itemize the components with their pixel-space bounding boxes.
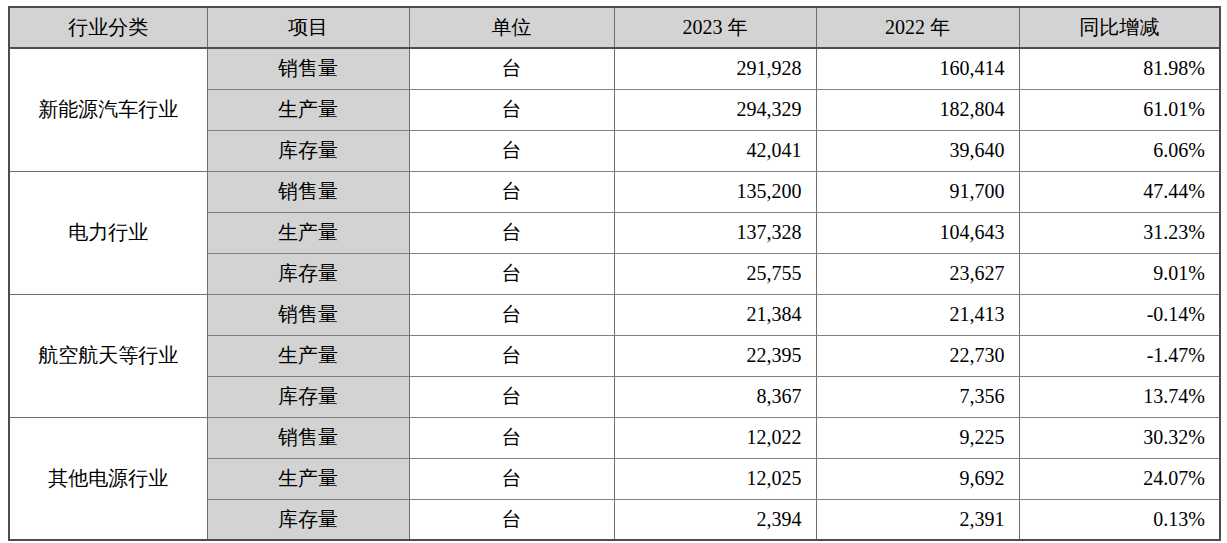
item-label: 库存量 (207, 499, 409, 540)
header-2022: 2022 年 (816, 7, 1019, 48)
value-yoy: 47.44% (1019, 171, 1220, 212)
unit-value: 台 (409, 499, 614, 540)
value-yoy: -1.47% (1019, 335, 1220, 376)
table-row: 航空航天等行业 销售量 台 21,384 21,413 -0.14% (9, 294, 1220, 335)
value-2022: 160,414 (816, 48, 1019, 89)
value-2023: 2,394 (614, 499, 816, 540)
value-yoy: 0.13% (1019, 499, 1220, 540)
item-label: 销售量 (207, 417, 409, 458)
industry-name: 新能源汽车行业 (9, 48, 207, 171)
value-2022: 182,804 (816, 89, 1019, 130)
unit-value: 台 (409, 171, 614, 212)
value-yoy: 9.01% (1019, 253, 1220, 294)
item-label: 销售量 (207, 171, 409, 212)
item-label: 销售量 (207, 48, 409, 89)
item-label: 生产量 (207, 335, 409, 376)
unit-value: 台 (409, 376, 614, 417)
unit-value: 台 (409, 253, 614, 294)
industry-name: 其他电源行业 (9, 417, 207, 540)
value-2022: 7,356 (816, 376, 1019, 417)
table-row: 电力行业 销售量 台 135,200 91,700 47.44% (9, 171, 1220, 212)
header-unit: 单位 (409, 7, 614, 48)
unit-value: 台 (409, 335, 614, 376)
industry-name: 航空航天等行业 (9, 294, 207, 417)
value-2022: 9,692 (816, 458, 1019, 499)
unit-value: 台 (409, 294, 614, 335)
report-page: 行业分类 项目 单位 2023 年 2022 年 同比增减 新能源汽车行业 销售… (0, 0, 1227, 543)
header-industry: 行业分类 (9, 7, 207, 48)
value-2022: 104,643 (816, 212, 1019, 253)
value-2023: 8,367 (614, 376, 816, 417)
value-2022: 23,627 (816, 253, 1019, 294)
item-label: 销售量 (207, 294, 409, 335)
value-2023: 42,041 (614, 130, 816, 171)
unit-value: 台 (409, 212, 614, 253)
value-2022: 2,391 (816, 499, 1019, 540)
value-yoy: 24.07% (1019, 458, 1220, 499)
value-2022: 22,730 (816, 335, 1019, 376)
unit-value: 台 (409, 458, 614, 499)
value-2023: 12,025 (614, 458, 816, 499)
value-yoy: 13.74% (1019, 376, 1220, 417)
header-item: 项目 (207, 7, 409, 48)
table-header-row: 行业分类 项目 单位 2023 年 2022 年 同比增减 (9, 7, 1220, 48)
value-2023: 12,022 (614, 417, 816, 458)
item-label: 生产量 (207, 89, 409, 130)
header-yoy: 同比增减 (1019, 7, 1220, 48)
item-label: 库存量 (207, 253, 409, 294)
unit-value: 台 (409, 48, 614, 89)
value-2023: 22,395 (614, 335, 816, 376)
value-2023: 291,928 (614, 48, 816, 89)
value-yoy: -0.14% (1019, 294, 1220, 335)
value-yoy: 30.32% (1019, 417, 1220, 458)
industry-production-sales-table: 行业分类 项目 单位 2023 年 2022 年 同比增减 新能源汽车行业 销售… (8, 6, 1221, 541)
value-yoy: 61.01% (1019, 89, 1220, 130)
value-2023: 135,200 (614, 171, 816, 212)
value-2023: 21,384 (614, 294, 816, 335)
item-label: 库存量 (207, 130, 409, 171)
item-label: 库存量 (207, 376, 409, 417)
value-yoy: 31.23% (1019, 212, 1220, 253)
value-yoy: 6.06% (1019, 130, 1220, 171)
unit-value: 台 (409, 130, 614, 171)
item-label: 生产量 (207, 458, 409, 499)
table-row: 新能源汽车行业 销售量 台 291,928 160,414 81.98% (9, 48, 1220, 89)
value-2023: 25,755 (614, 253, 816, 294)
table-row: 其他电源行业 销售量 台 12,022 9,225 30.32% (9, 417, 1220, 458)
header-2023: 2023 年 (614, 7, 816, 48)
unit-value: 台 (409, 417, 614, 458)
value-2022: 21,413 (816, 294, 1019, 335)
item-label: 生产量 (207, 212, 409, 253)
value-2023: 294,329 (614, 89, 816, 130)
industry-name: 电力行业 (9, 171, 207, 294)
value-yoy: 81.98% (1019, 48, 1220, 89)
value-2022: 39,640 (816, 130, 1019, 171)
value-2023: 137,328 (614, 212, 816, 253)
value-2022: 9,225 (816, 417, 1019, 458)
value-2022: 91,700 (816, 171, 1019, 212)
unit-value: 台 (409, 89, 614, 130)
